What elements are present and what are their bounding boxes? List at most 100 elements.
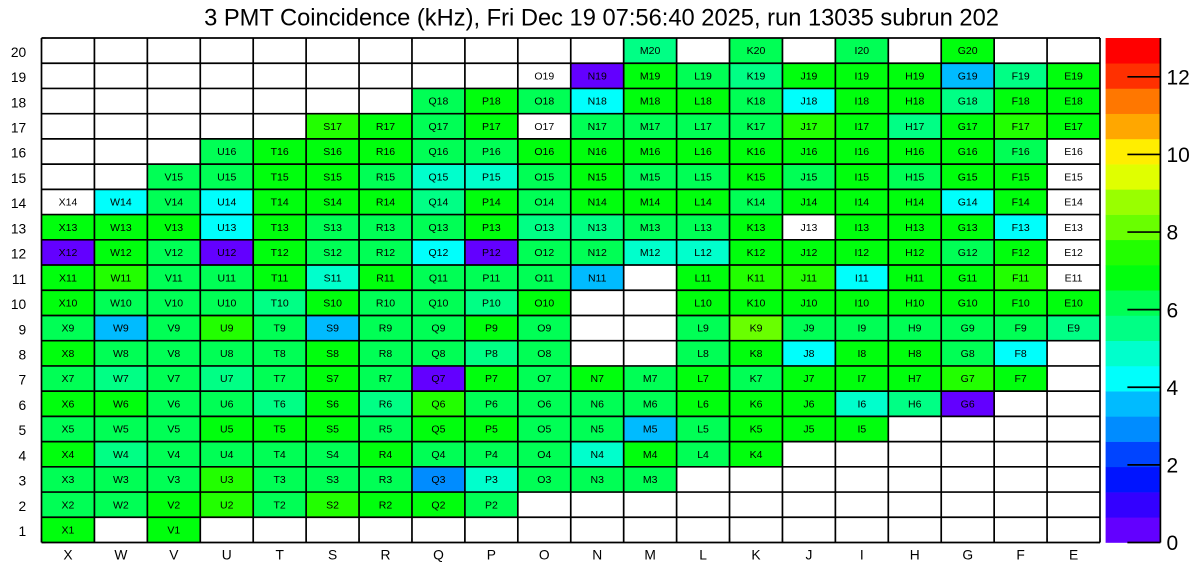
svg-text:G8: G8 [961,348,975,360]
svg-text:N18: N18 [588,96,607,108]
svg-text:E16: E16 [1064,146,1083,158]
svg-text:H17: H17 [905,121,924,133]
svg-text:6: 6 [1167,299,1179,322]
svg-text:W: W [114,548,127,563]
svg-text:U: U [222,548,232,563]
svg-text:P13: P13 [482,222,501,234]
svg-text:X7: X7 [62,373,75,385]
svg-text:R12: R12 [376,247,395,259]
svg-text:Q8: Q8 [431,348,445,360]
svg-text:X9: X9 [62,323,75,335]
svg-text:M6: M6 [643,398,658,410]
svg-text:V12: V12 [164,247,183,259]
svg-text:5: 5 [19,423,27,438]
svg-text:M18: M18 [640,96,661,108]
svg-text:V: V [169,548,179,563]
svg-text:S16: S16 [323,146,342,158]
svg-text:N3: N3 [590,474,604,486]
svg-text:I14: I14 [855,197,870,209]
svg-text:H19: H19 [905,70,924,82]
svg-text:V14: V14 [164,197,183,209]
svg-text:G12: G12 [958,247,978,259]
svg-text:I19: I19 [855,70,870,82]
svg-text:F19: F19 [1012,70,1030,82]
svg-text:K18: K18 [747,96,766,108]
svg-text:R8: R8 [379,348,393,360]
svg-text:E14: E14 [1064,197,1083,209]
svg-text:N4: N4 [590,449,604,461]
svg-text:W12: W12 [110,247,132,259]
svg-text:V6: V6 [167,398,180,410]
svg-text:W5: W5 [113,424,129,436]
svg-text:G19: G19 [958,70,978,82]
svg-text:H16: H16 [905,146,924,158]
svg-text:J13: J13 [800,222,817,234]
svg-text:F7: F7 [1014,373,1026,385]
svg-text:V1: V1 [167,525,180,537]
svg-text:8: 8 [1167,222,1179,245]
svg-text:P: P [487,548,496,563]
svg-text:I7: I7 [857,373,866,385]
svg-text:E10: E10 [1064,297,1083,309]
svg-text:V15: V15 [164,171,183,183]
svg-text:L19: L19 [694,70,712,82]
svg-text:K10: K10 [747,297,766,309]
svg-text:O16: O16 [534,146,554,158]
svg-text:K15: K15 [747,171,766,183]
svg-text:H8: H8 [908,348,922,360]
svg-text:K17: K17 [747,121,766,133]
svg-text:L15: L15 [694,171,712,183]
svg-text:R15: R15 [376,171,395,183]
svg-text:F11: F11 [1012,272,1029,284]
svg-text:O6: O6 [537,398,551,410]
svg-text:G13: G13 [958,222,978,234]
svg-text:O5: O5 [537,424,551,436]
svg-text:15: 15 [11,171,27,186]
svg-text:G16: G16 [958,146,978,158]
svg-text:R17: R17 [376,121,395,133]
svg-text:I18: I18 [855,96,870,108]
svg-text:R9: R9 [379,323,393,335]
svg-text:Q11: Q11 [429,272,448,284]
svg-text:X3: X3 [62,474,75,486]
svg-text:X5: X5 [62,424,75,436]
svg-text:H18: H18 [905,96,924,108]
svg-text:O13: O13 [534,222,554,234]
svg-text:M13: M13 [640,222,661,234]
svg-text:N17: N17 [588,121,607,133]
svg-text:Q10: Q10 [429,297,449,309]
svg-text:H15: H15 [905,171,924,183]
svg-text:L: L [699,548,707,563]
svg-text:V11: V11 [165,272,183,284]
svg-text:X12: X12 [59,247,78,259]
svg-text:F8: F8 [1014,348,1026,360]
svg-text:I16: I16 [855,146,870,158]
svg-text:I17: I17 [855,121,870,133]
svg-text:I15: I15 [855,171,870,183]
svg-text:R11: R11 [376,272,395,284]
svg-text:F14: F14 [1012,197,1030,209]
svg-text:W13: W13 [110,222,132,234]
svg-text:L18: L18 [694,96,712,108]
svg-text:U9: U9 [220,323,234,335]
svg-text:G14: G14 [958,197,978,209]
svg-text:G7: G7 [961,373,975,385]
svg-text:L9: L9 [697,323,709,335]
svg-text:W2: W2 [113,499,129,511]
svg-text:T6: T6 [274,398,286,410]
svg-text:P6: P6 [485,398,498,410]
svg-text:T10: T10 [271,297,289,309]
svg-text:R10: R10 [376,297,395,309]
svg-text:X2: X2 [62,499,75,511]
svg-text:G9: G9 [961,323,975,335]
svg-text:H13: H13 [905,222,924,234]
svg-text:O3: O3 [537,474,551,486]
svg-text:S9: S9 [326,323,339,335]
svg-text:M20: M20 [640,45,661,57]
svg-text:K11: K11 [747,272,765,284]
svg-text:P3: P3 [485,474,498,486]
svg-text:P2: P2 [485,499,498,511]
svg-text:F: F [1016,548,1024,563]
svg-text:F12: F12 [1012,247,1030,259]
svg-text:U15: U15 [217,171,236,183]
